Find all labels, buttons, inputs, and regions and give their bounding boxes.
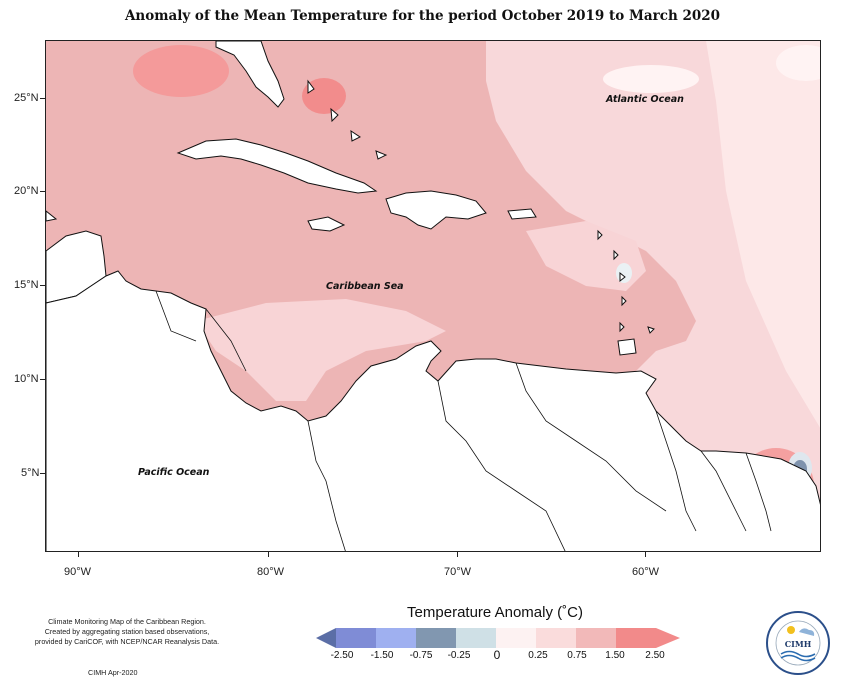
land-hispaniola bbox=[385, 190, 487, 230]
lat-tick bbox=[40, 285, 45, 286]
lon-label-70w: 70°W bbox=[444, 566, 472, 578]
cimh-logo: CIMH bbox=[766, 611, 830, 675]
anomaly-field-light-south bbox=[196, 299, 446, 401]
lat-label-5n: 5°N bbox=[21, 467, 40, 479]
lon-tick bbox=[268, 552, 269, 557]
lat-label-15n: 15°N bbox=[14, 279, 39, 291]
land-jamaica bbox=[307, 216, 346, 232]
lat-label-20n: 20°N bbox=[14, 185, 39, 197]
land-bahamas-4 bbox=[375, 150, 388, 160]
legend-swatch-8 bbox=[616, 628, 656, 648]
land-antilles-4 bbox=[621, 295, 627, 307]
label-atlantic-ocean: Atlantic Ocean bbox=[606, 94, 684, 105]
map-title: Anomaly of the Mean Temperature for the … bbox=[124, 8, 721, 24]
legend-label-4: 0 bbox=[493, 648, 501, 662]
footer-line-1: Climate Monitoring Map of the Caribbean … bbox=[48, 617, 206, 626]
footer-line-2: Created by aggregating station based obs… bbox=[44, 627, 210, 636]
lon-label-90w: 90°W bbox=[64, 566, 92, 578]
legend-swatch-3 bbox=[416, 628, 456, 648]
land-bahamas-3 bbox=[350, 129, 361, 142]
label-pacific-ocean: Pacific Ocean bbox=[138, 467, 210, 478]
lat-label-10n: 10°N bbox=[14, 373, 39, 385]
land-cuba bbox=[176, 138, 378, 194]
land-antilles-1 bbox=[597, 229, 603, 241]
lat-tick bbox=[40, 379, 45, 380]
footer-credit: CIMH Apr-2020 bbox=[88, 668, 138, 677]
logo-text: CIMH bbox=[785, 639, 812, 649]
legend-swatch-2 bbox=[376, 628, 416, 648]
country-borders bbox=[155, 290, 772, 551]
legend-label-6: 0.75 bbox=[567, 650, 587, 661]
legend-title: Temperature Anomaly (˚C) bbox=[407, 604, 583, 621]
anomaly-field-near-zero bbox=[603, 65, 699, 93]
footer-line-3: provided by CariCOF, with NCEP/NCAR Rean… bbox=[34, 637, 220, 646]
legend-label-3: -0.25 bbox=[447, 650, 471, 661]
land-yucatan bbox=[46, 210, 58, 222]
lat-label-25n: 25°N bbox=[14, 92, 39, 104]
land-antilles-2 bbox=[613, 249, 619, 261]
lat-tick bbox=[40, 98, 45, 99]
lon-tick bbox=[457, 552, 458, 557]
legend-swatch-4 bbox=[456, 628, 496, 648]
legend-label-5: 0.25 bbox=[528, 650, 548, 661]
lon-label-60w: 60°W bbox=[632, 566, 660, 578]
land-antilles-5 bbox=[619, 321, 625, 333]
lon-label-80w: 80°W bbox=[257, 566, 285, 578]
anomaly-cold-spot-lesser-antilles bbox=[616, 263, 632, 283]
land-bahamas-2 bbox=[330, 107, 339, 123]
legend-swatch-9 bbox=[656, 628, 680, 648]
anomaly-field-light-east bbox=[526, 221, 646, 291]
legend-label-8: 2.50 bbox=[645, 650, 665, 661]
label-caribbean-sea: Caribbean Sea bbox=[326, 281, 404, 292]
land-bahamas-1 bbox=[307, 79, 315, 94]
map-panel bbox=[45, 40, 821, 552]
land-antilles-3 bbox=[619, 271, 626, 283]
anomaly-hotspot-gulf bbox=[133, 45, 229, 97]
legend-swatch-7 bbox=[576, 628, 616, 648]
land-florida bbox=[215, 41, 285, 108]
legend-swatch-5 bbox=[496, 628, 536, 648]
legend-label-1: -1.50 bbox=[370, 650, 394, 661]
legend-label-2: -0.75 bbox=[409, 650, 433, 661]
legend-colorbar bbox=[316, 628, 680, 648]
land-puerto-rico bbox=[507, 208, 537, 220]
legend-swatch-1 bbox=[336, 628, 376, 648]
lon-tick bbox=[645, 552, 646, 557]
land-trinidad bbox=[617, 338, 637, 356]
footer-notes: Climate Monitoring Map of the Caribbean … bbox=[22, 617, 232, 647]
lon-tick bbox=[78, 552, 79, 557]
lat-tick bbox=[40, 473, 45, 474]
legend-label-0: -2.50 bbox=[330, 650, 354, 661]
anomaly-field-lightest-atlantic bbox=[706, 41, 820, 428]
anomaly-map bbox=[46, 41, 820, 551]
legend-label-7: 1.50 bbox=[605, 650, 625, 661]
legend-swatch-0 bbox=[316, 628, 336, 648]
legend-swatch-6 bbox=[536, 628, 576, 648]
lat-tick bbox=[40, 191, 45, 192]
anomaly-field-near-zero-2 bbox=[776, 45, 820, 81]
land-tobago bbox=[647, 326, 655, 334]
